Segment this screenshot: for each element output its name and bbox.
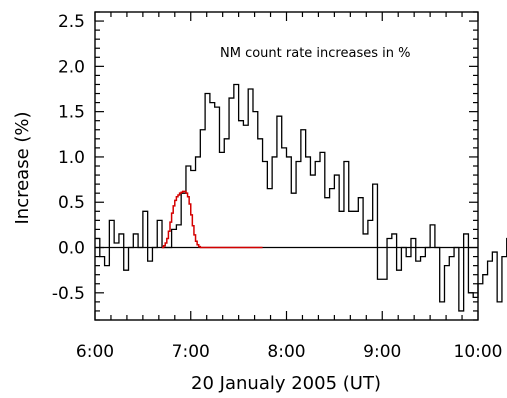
x-tick-label: 8:00 bbox=[267, 342, 305, 362]
annotation-text: NM count rate increases in % bbox=[220, 46, 410, 61]
y-axis-title: Increase (%) bbox=[12, 111, 33, 224]
y-tick-label: 2.5 bbox=[58, 12, 85, 32]
series-model-curve bbox=[162, 190, 263, 249]
y-tick-label: 0.0 bbox=[58, 239, 85, 259]
x-tick-label: 7:00 bbox=[172, 342, 210, 362]
x-tick-label: 10:00 bbox=[454, 342, 503, 362]
x-tick-label: 6:00 bbox=[76, 342, 114, 362]
y-tick-label: 1.0 bbox=[58, 148, 85, 168]
y-tick-label: 0.5 bbox=[58, 193, 85, 213]
y-tick-label: -0.5 bbox=[52, 284, 85, 304]
x-axis-title: 20 Janualy 2005 (UT) bbox=[191, 373, 381, 394]
y-tick-label: 1.5 bbox=[58, 103, 85, 123]
series-layer bbox=[95, 83, 507, 312]
ticks: 6:00 7:00 8:00 9:00 10:00 -0.5 0.0 0.5 1.0 1.5 2.0… bbox=[52, 11, 503, 362]
series-nm-count-rate bbox=[95, 83, 507, 312]
x-tick-label: 9:00 bbox=[363, 342, 401, 362]
y-tick-label: 2.0 bbox=[58, 57, 85, 77]
